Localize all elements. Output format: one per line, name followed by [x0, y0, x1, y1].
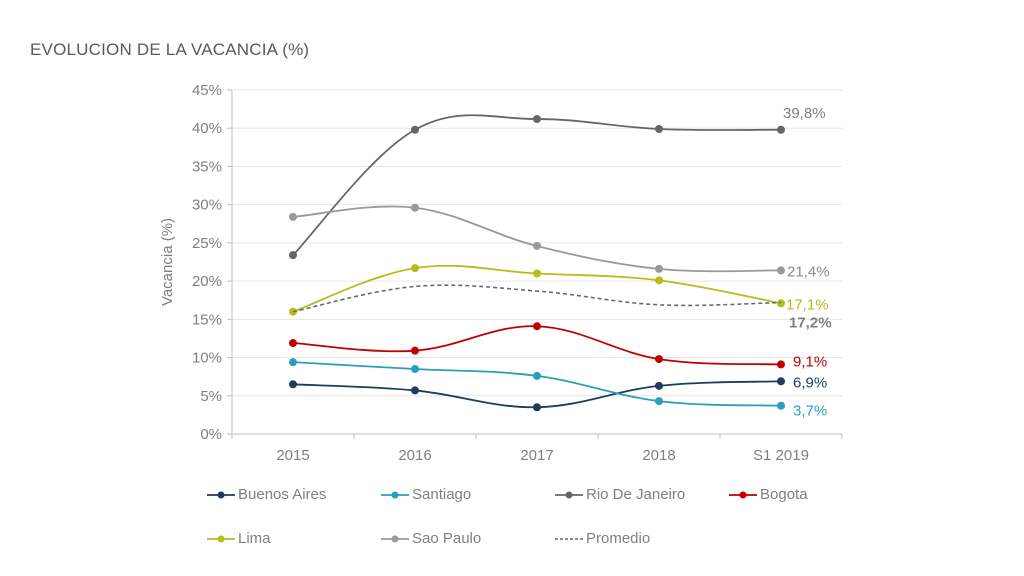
data-label: 39,8%	[783, 105, 826, 122]
legend-item-sao-paulo: Sao Paulo	[379, 530, 481, 547]
chart-title: EVOLUCION DE LA VACANCIA (%)	[30, 40, 310, 59]
legend-item-bogota: Bogota	[727, 486, 808, 503]
legend-item-santiago: Santiago	[379, 486, 471, 503]
x-tick-label: 2017	[520, 447, 553, 464]
data-label: 9,1%	[793, 353, 827, 370]
data-point	[655, 124, 663, 133]
legend-label: Bogota	[760, 486, 808, 503]
y-tick-label: 45%	[192, 82, 222, 99]
data-point	[289, 251, 297, 260]
legend-label: Santiago	[412, 486, 472, 503]
y-tick-label: 30%	[192, 197, 222, 214]
y-tick-label: 25%	[192, 235, 222, 252]
data-point	[777, 360, 785, 369]
series-santiago	[289, 358, 785, 410]
series-line	[292, 361, 782, 407]
y-tick-label: 5%	[200, 388, 222, 405]
data-point	[655, 381, 663, 390]
data-point	[289, 212, 297, 221]
data-point	[533, 371, 541, 380]
data-point	[533, 322, 541, 331]
series-line	[292, 325, 782, 366]
end-labels: 6,9% 3,7% 39,8% 9,1% 17,1% 21,4% 17,2%	[783, 105, 832, 420]
y-tick-label: 0%	[200, 426, 222, 443]
data-point	[411, 264, 419, 273]
data-point	[411, 125, 419, 134]
legend-label: Buenos Aires	[238, 486, 327, 503]
y-tick-label: 20%	[192, 273, 222, 290]
data-point	[655, 264, 663, 273]
y-tick-label: 40%	[192, 120, 222, 137]
data-point	[533, 115, 541, 124]
data-point	[411, 346, 419, 355]
legend-label: Sao Paulo	[412, 530, 482, 547]
data-label: 17,2%	[789, 315, 832, 332]
data-point	[533, 403, 541, 412]
y-tick-label: 15%	[192, 311, 222, 328]
data-point	[777, 377, 785, 386]
series-line	[292, 205, 782, 273]
x-tick-label: S1 2019	[753, 447, 809, 464]
legend-label: Rio De Janeiro	[586, 486, 686, 503]
data-point	[289, 380, 297, 389]
x-tick-label: 2016	[398, 447, 431, 464]
data-label: 21,4%	[787, 263, 830, 280]
series-sao-paulo	[289, 203, 785, 275]
data-label: 17,1%	[786, 296, 829, 313]
data-point	[655, 276, 663, 285]
legend-label: Promedio	[586, 530, 651, 547]
legend-item-lima: Lima	[205, 530, 271, 547]
legend-swatch	[207, 535, 235, 542]
data-point	[655, 355, 663, 364]
data-point	[777, 401, 785, 410]
data-point	[777, 125, 785, 134]
legend-swatch	[381, 535, 409, 542]
data-label: 3,7%	[793, 403, 827, 420]
data-point	[533, 269, 541, 278]
data-point	[777, 266, 785, 275]
series-line	[292, 284, 782, 313]
legend-swatch	[381, 491, 409, 498]
data-point	[289, 358, 297, 367]
legend-item-promedio: Promedio	[553, 530, 650, 547]
series-bogota	[289, 322, 785, 369]
data-point	[411, 386, 419, 395]
legend-item-rio-de-janeiro: Rio De Janeiro	[553, 486, 685, 503]
y-tick-label: 35%	[192, 158, 222, 175]
y-tick-labels: 0% 5% 10% 15% 20% 25% 30% 35% 40% 45%	[192, 82, 222, 443]
x-tick-label: 2015	[276, 447, 309, 464]
series-lima	[289, 264, 785, 316]
series-rio-de-janeiro	[289, 114, 785, 260]
data-label: 6,9%	[793, 374, 827, 391]
legend-item-buenos-aires: Buenos Aires	[205, 486, 326, 503]
series-line	[292, 114, 782, 256]
x-tick-labels: 2015 2016 2017 2018 S1 2019	[276, 447, 809, 464]
data-point	[289, 339, 297, 348]
y-axis-label: Vacancia (%)	[159, 218, 176, 306]
series-lines	[289, 114, 785, 412]
y-tick-label: 10%	[192, 350, 222, 367]
data-point	[533, 241, 541, 250]
axes	[227, 89, 843, 439]
data-point	[411, 203, 419, 212]
legend-label: Lima	[238, 530, 271, 547]
series-buenos-aires	[289, 377, 785, 412]
series-promedio	[292, 284, 782, 313]
legend-swatch	[729, 491, 757, 498]
legend-swatch	[555, 491, 583, 498]
legend-swatch	[207, 491, 235, 498]
data-point	[411, 365, 419, 374]
legend-swatch	[555, 537, 583, 540]
data-point	[655, 397, 663, 406]
x-tick-label: 2018	[642, 447, 675, 464]
